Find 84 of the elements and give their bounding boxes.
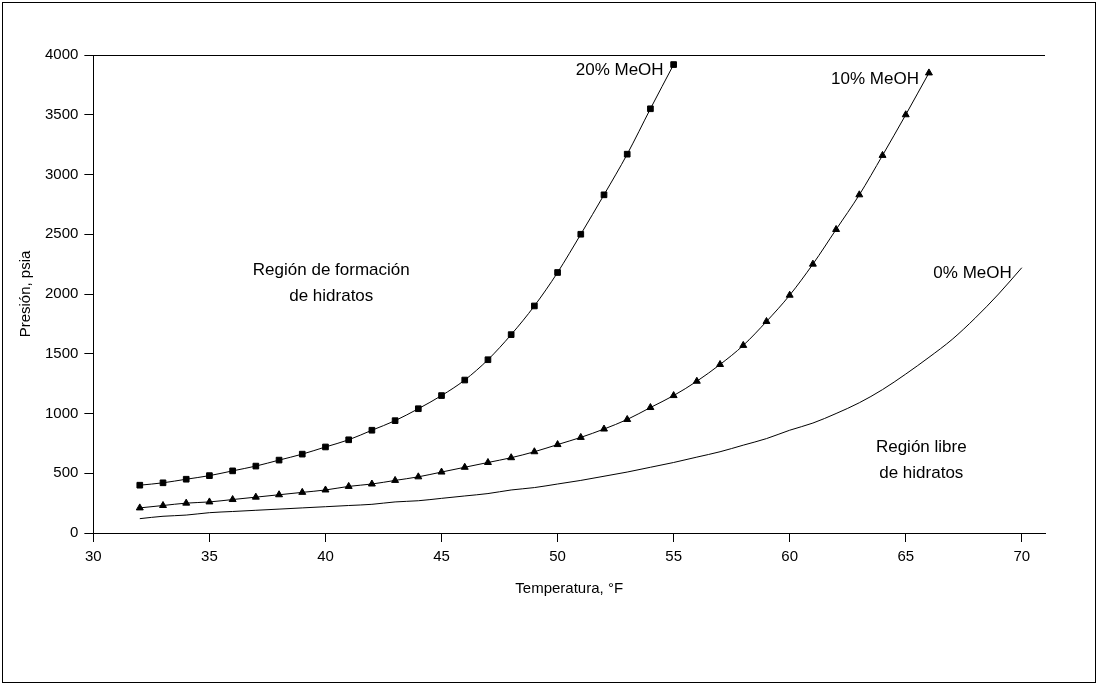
x-tick-label: 50 [549, 547, 566, 565]
x-tick-label: 40 [317, 547, 334, 565]
series-label: 20% MeOH [575, 60, 664, 80]
point [206, 472, 213, 479]
x-tick-label: 55 [665, 547, 682, 565]
point [275, 490, 284, 498]
point [344, 481, 353, 489]
y-tick-label: 0 [70, 523, 79, 541]
point [785, 290, 794, 298]
point [321, 485, 330, 493]
point [576, 432, 585, 440]
point [600, 424, 608, 432]
point [345, 436, 353, 444]
x-axis-title: Temperatura, °F [515, 579, 624, 597]
point [414, 405, 422, 413]
point [391, 475, 400, 483]
point [507, 331, 515, 338]
point [228, 495, 237, 503]
point [251, 492, 260, 500]
point [414, 472, 423, 480]
point [739, 340, 748, 348]
point [205, 497, 214, 505]
point [647, 105, 654, 113]
point [600, 191, 608, 199]
point [159, 501, 167, 509]
y-tick-label: 2500 [44, 224, 79, 242]
point [623, 414, 632, 422]
point [531, 302, 538, 310]
point [298, 487, 307, 495]
y-tick-label: 500 [53, 463, 79, 481]
point [878, 150, 887, 158]
x-tick-label: 35 [201, 547, 218, 565]
annotation: Región libre de hidratos [875, 436, 967, 482]
y-tick-label: 3500 [44, 104, 79, 122]
point [808, 259, 817, 267]
point [298, 450, 306, 458]
y-tick-label: 3000 [44, 164, 79, 182]
point [855, 190, 864, 198]
point [669, 391, 678, 399]
point [623, 150, 631, 158]
point [762, 316, 771, 324]
point [367, 479, 376, 487]
point [182, 498, 191, 506]
point [553, 440, 562, 448]
point [252, 462, 260, 470]
point [577, 230, 585, 238]
y-tick-label: 1000 [44, 403, 79, 421]
x-tick-label: 60 [781, 547, 799, 565]
point [136, 481, 144, 489]
point [438, 392, 445, 399]
series-label: 0% MeOH [933, 263, 1012, 283]
x-tick-label: 45 [433, 547, 450, 565]
y-tick-label: 4000 [44, 45, 79, 63]
point [368, 426, 376, 434]
series-label: 10% MeOH [831, 68, 919, 88]
point [716, 360, 725, 368]
point [507, 453, 516, 461]
point [901, 110, 910, 118]
y-axis-title: Presión, psia [16, 249, 34, 338]
point [322, 443, 329, 451]
point [670, 61, 677, 68]
point [483, 458, 492, 465]
y-tick-label: 2000 [44, 284, 79, 302]
point [924, 68, 933, 76]
point [530, 447, 539, 455]
point [832, 224, 841, 232]
point [484, 356, 492, 364]
point [692, 376, 701, 384]
x-tick-label: 65 [897, 547, 915, 565]
point [159, 479, 167, 487]
point [646, 403, 655, 411]
point [135, 503, 144, 511]
point [275, 456, 283, 464]
point [182, 475, 190, 483]
point [391, 417, 399, 424]
point [229, 467, 236, 475]
x-tick-label: 70 [1013, 547, 1031, 565]
point [437, 467, 446, 475]
y-tick-label: 1500 [44, 343, 79, 361]
x-tick-label: 30 [85, 547, 102, 565]
point [461, 376, 469, 384]
point [554, 269, 561, 276]
annotation: Región de formación de hidratos [252, 259, 410, 305]
point [460, 462, 469, 470]
